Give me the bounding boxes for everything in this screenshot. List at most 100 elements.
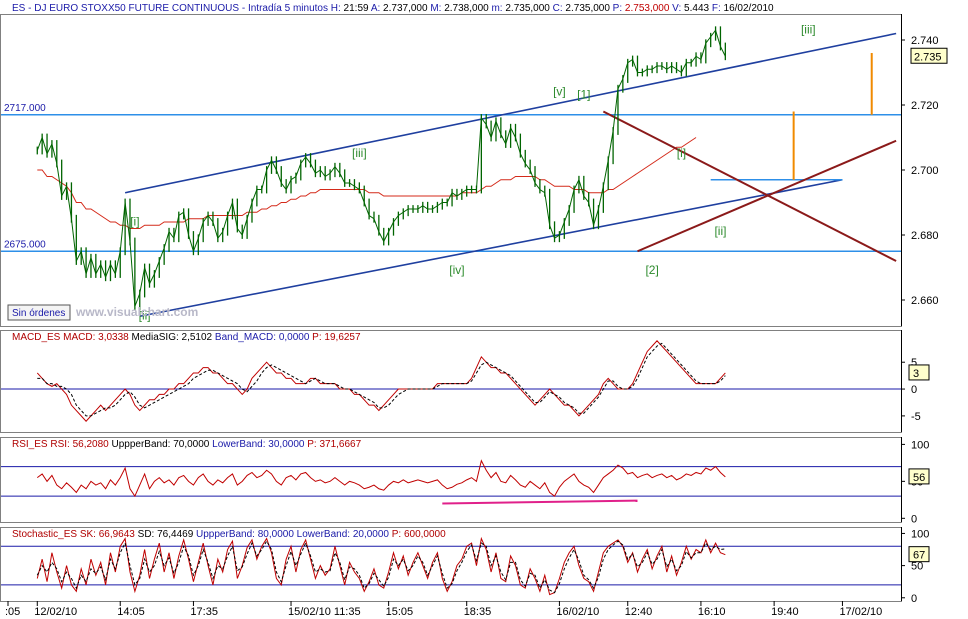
orders-button[interactable] <box>7 304 71 321</box>
price-y-tick-label: 2.700 <box>911 165 939 177</box>
price-y-tick-label: 2.720 <box>911 100 939 112</box>
wave-label: [v] <box>553 84 566 98</box>
x-tick-label: 12/02/10 <box>34 606 77 618</box>
header-part: F: <box>709 3 721 14</box>
x-tick-label: 17:35 <box>190 606 218 618</box>
header-text: ES - DJ EURO STOXX50 FUTURE CONTINUOUS -… <box>12 3 774 14</box>
orders-button-label[interactable]: Sin órdenes <box>12 308 65 319</box>
sto-y-tick-label: 50 <box>911 561 923 573</box>
x-tick-label: 15/02/10 11:35 <box>288 606 361 618</box>
price-last-value: 2.735 <box>914 51 942 63</box>
triangle-line <box>637 139 897 253</box>
sto-legend-item: SD: 76,4469 <box>135 529 194 540</box>
header-part: 2.753,000 <box>622 3 670 14</box>
x-tick-label: 16/02/10 <box>556 606 599 618</box>
macd-y-tick-label: -5 <box>911 411 921 423</box>
header: ES - DJ EURO STOXX50 FUTURE CONTINUOUS -… <box>12 3 774 14</box>
rsi-legend-item: LowerBand: 30,0000 <box>209 439 305 450</box>
wave-label: [ii] <box>714 224 726 238</box>
macd-legend-item: MediaSIG: 2,5102 <box>129 332 213 343</box>
sto-series-line <box>36 536 726 596</box>
x-tick-label: 19:40 <box>771 606 799 618</box>
watermark: www.visualchart.com <box>75 305 198 319</box>
header-part: M: <box>428 3 442 14</box>
x-tick-label: 14:05 <box>117 606 145 618</box>
header-part: 2.738,000 <box>441 3 489 14</box>
macd-legend-item: Band_MACD: 0,0000 <box>212 332 310 343</box>
macd-y-tick-label: 5 <box>911 357 917 369</box>
price-y-tick-label: 2.660 <box>911 295 939 307</box>
sto-legend-item: UppperBand: 80,0000 <box>193 529 294 540</box>
x-tick-label: 12:40 <box>625 606 653 618</box>
x-axis: :05 12/02/10 14:05 17:35 15/02/10 11:35 15:05… <box>5 601 882 618</box>
sto-legend-item: LowerBand: 20,0000 <box>294 529 390 540</box>
sto-y-tick-label: 100 <box>911 528 929 540</box>
macd-series-line <box>37 342 726 417</box>
rsi-last-value-box <box>908 468 930 485</box>
x-tick-label: 15:05 <box>386 606 414 618</box>
header-part: V: <box>669 3 681 14</box>
price-line <box>36 29 726 307</box>
rsi-y-tick-label: 100 <box>911 439 929 451</box>
wave-label: [i] <box>677 146 686 160</box>
rsi-pane: RSI_ES RSI: 56,2080 UppperBand: 70,0000 … <box>1 439 930 525</box>
header-part: P: <box>610 3 622 14</box>
sto-series-line <box>36 540 726 594</box>
header-part: 21:59 <box>341 3 369 14</box>
macd-pane: MACD_ES MACD: 3,0338 MediaSIG: 2,5102 Ba… <box>1 332 930 423</box>
macd-y-tick-label: 0 <box>911 384 917 396</box>
rsi-divergence-line <box>442 499 638 505</box>
triangle-line <box>602 110 897 262</box>
header-part: 16/02/2010 <box>721 3 774 14</box>
header-part: H: <box>328 3 341 14</box>
macd-last-value: 3 <box>913 368 919 380</box>
header-part: 2.737,000 <box>380 3 428 14</box>
rsi-last-value: 56 <box>913 472 925 484</box>
macd-legend-item: MACD_ES <box>12 332 61 343</box>
wave-label: [1] <box>577 88 590 102</box>
sto-y-tick-label: 0 <box>911 593 917 605</box>
header-part: 2.735,000 <box>563 3 611 14</box>
x-tick-label: :05 <box>5 606 20 618</box>
sto-last-value: 67 <box>913 550 925 562</box>
rsi-legend-item: RSI_ES <box>12 439 48 450</box>
sto-legend-item: Stochastic_ES <box>12 529 77 540</box>
price-pane: 2.740 2.720 2.700 2.680 2.660 2717.000 2675.00… <box>1 23 948 323</box>
channel-line <box>139 178 843 318</box>
wave-label: [2] <box>645 263 658 277</box>
wave-label: [ii] <box>139 309 151 323</box>
macd-legend-item: MACD: 3,0338 <box>60 332 129 343</box>
rsi-legend-item: UppperBand: 70,0000 <box>109 439 210 450</box>
header-part: 2.735,000 <box>503 3 551 14</box>
channel-line <box>124 32 897 194</box>
sto-legend: Stochastic_ES SK: 66,9643 SD: 76,4469 Up… <box>12 529 446 540</box>
price-last-value-box <box>910 47 948 64</box>
price-y-tick-label: 2.740 <box>911 35 939 47</box>
x-tick-label: 16:10 <box>698 606 726 618</box>
rsi-legend-item: RSI: 56,2080 <box>48 439 110 450</box>
wave-label: [iii] <box>352 146 367 160</box>
sto-legend-item: SK: 66,9643 <box>77 529 135 540</box>
header-part: C: <box>550 3 563 14</box>
rsi-series-line <box>36 459 726 498</box>
sto-pane: Stochastic_ES SK: 66,9643 SD: 76,4469 Up… <box>1 528 930 605</box>
wave-label: [iv] <box>449 263 464 277</box>
sto-legend-item: P: 600,0000 <box>389 529 446 540</box>
x-tick-label: 17/02/10 <box>839 606 882 618</box>
macd-last-value-box <box>908 364 930 381</box>
rsi-legend: RSI_ES RSI: 56,2080 UppperBand: 70,0000 … <box>12 439 362 450</box>
header-part: m: <box>489 3 503 14</box>
price-y-tick-label: 2.680 <box>911 230 939 242</box>
wave-label: [i] <box>130 214 139 228</box>
level-label: 2717.000 <box>4 103 46 114</box>
macd-legend: MACD_ES MACD: 3,0338 MediaSIG: 2,5102 Ba… <box>12 332 361 343</box>
rsi-legend-item: P: 371,6667 <box>304 439 361 450</box>
header-part: ES - DJ EURO STOXX50 FUTURE CONTINUOUS -… <box>12 3 328 14</box>
header-part: 5.443 <box>681 3 709 14</box>
sto-last-value-box <box>908 546 930 563</box>
header-part: A: <box>369 3 381 14</box>
level-label: 2675.000 <box>4 239 46 250</box>
wave-label: [iii] <box>801 23 816 37</box>
x-tick-label: 18:35 <box>464 606 492 618</box>
